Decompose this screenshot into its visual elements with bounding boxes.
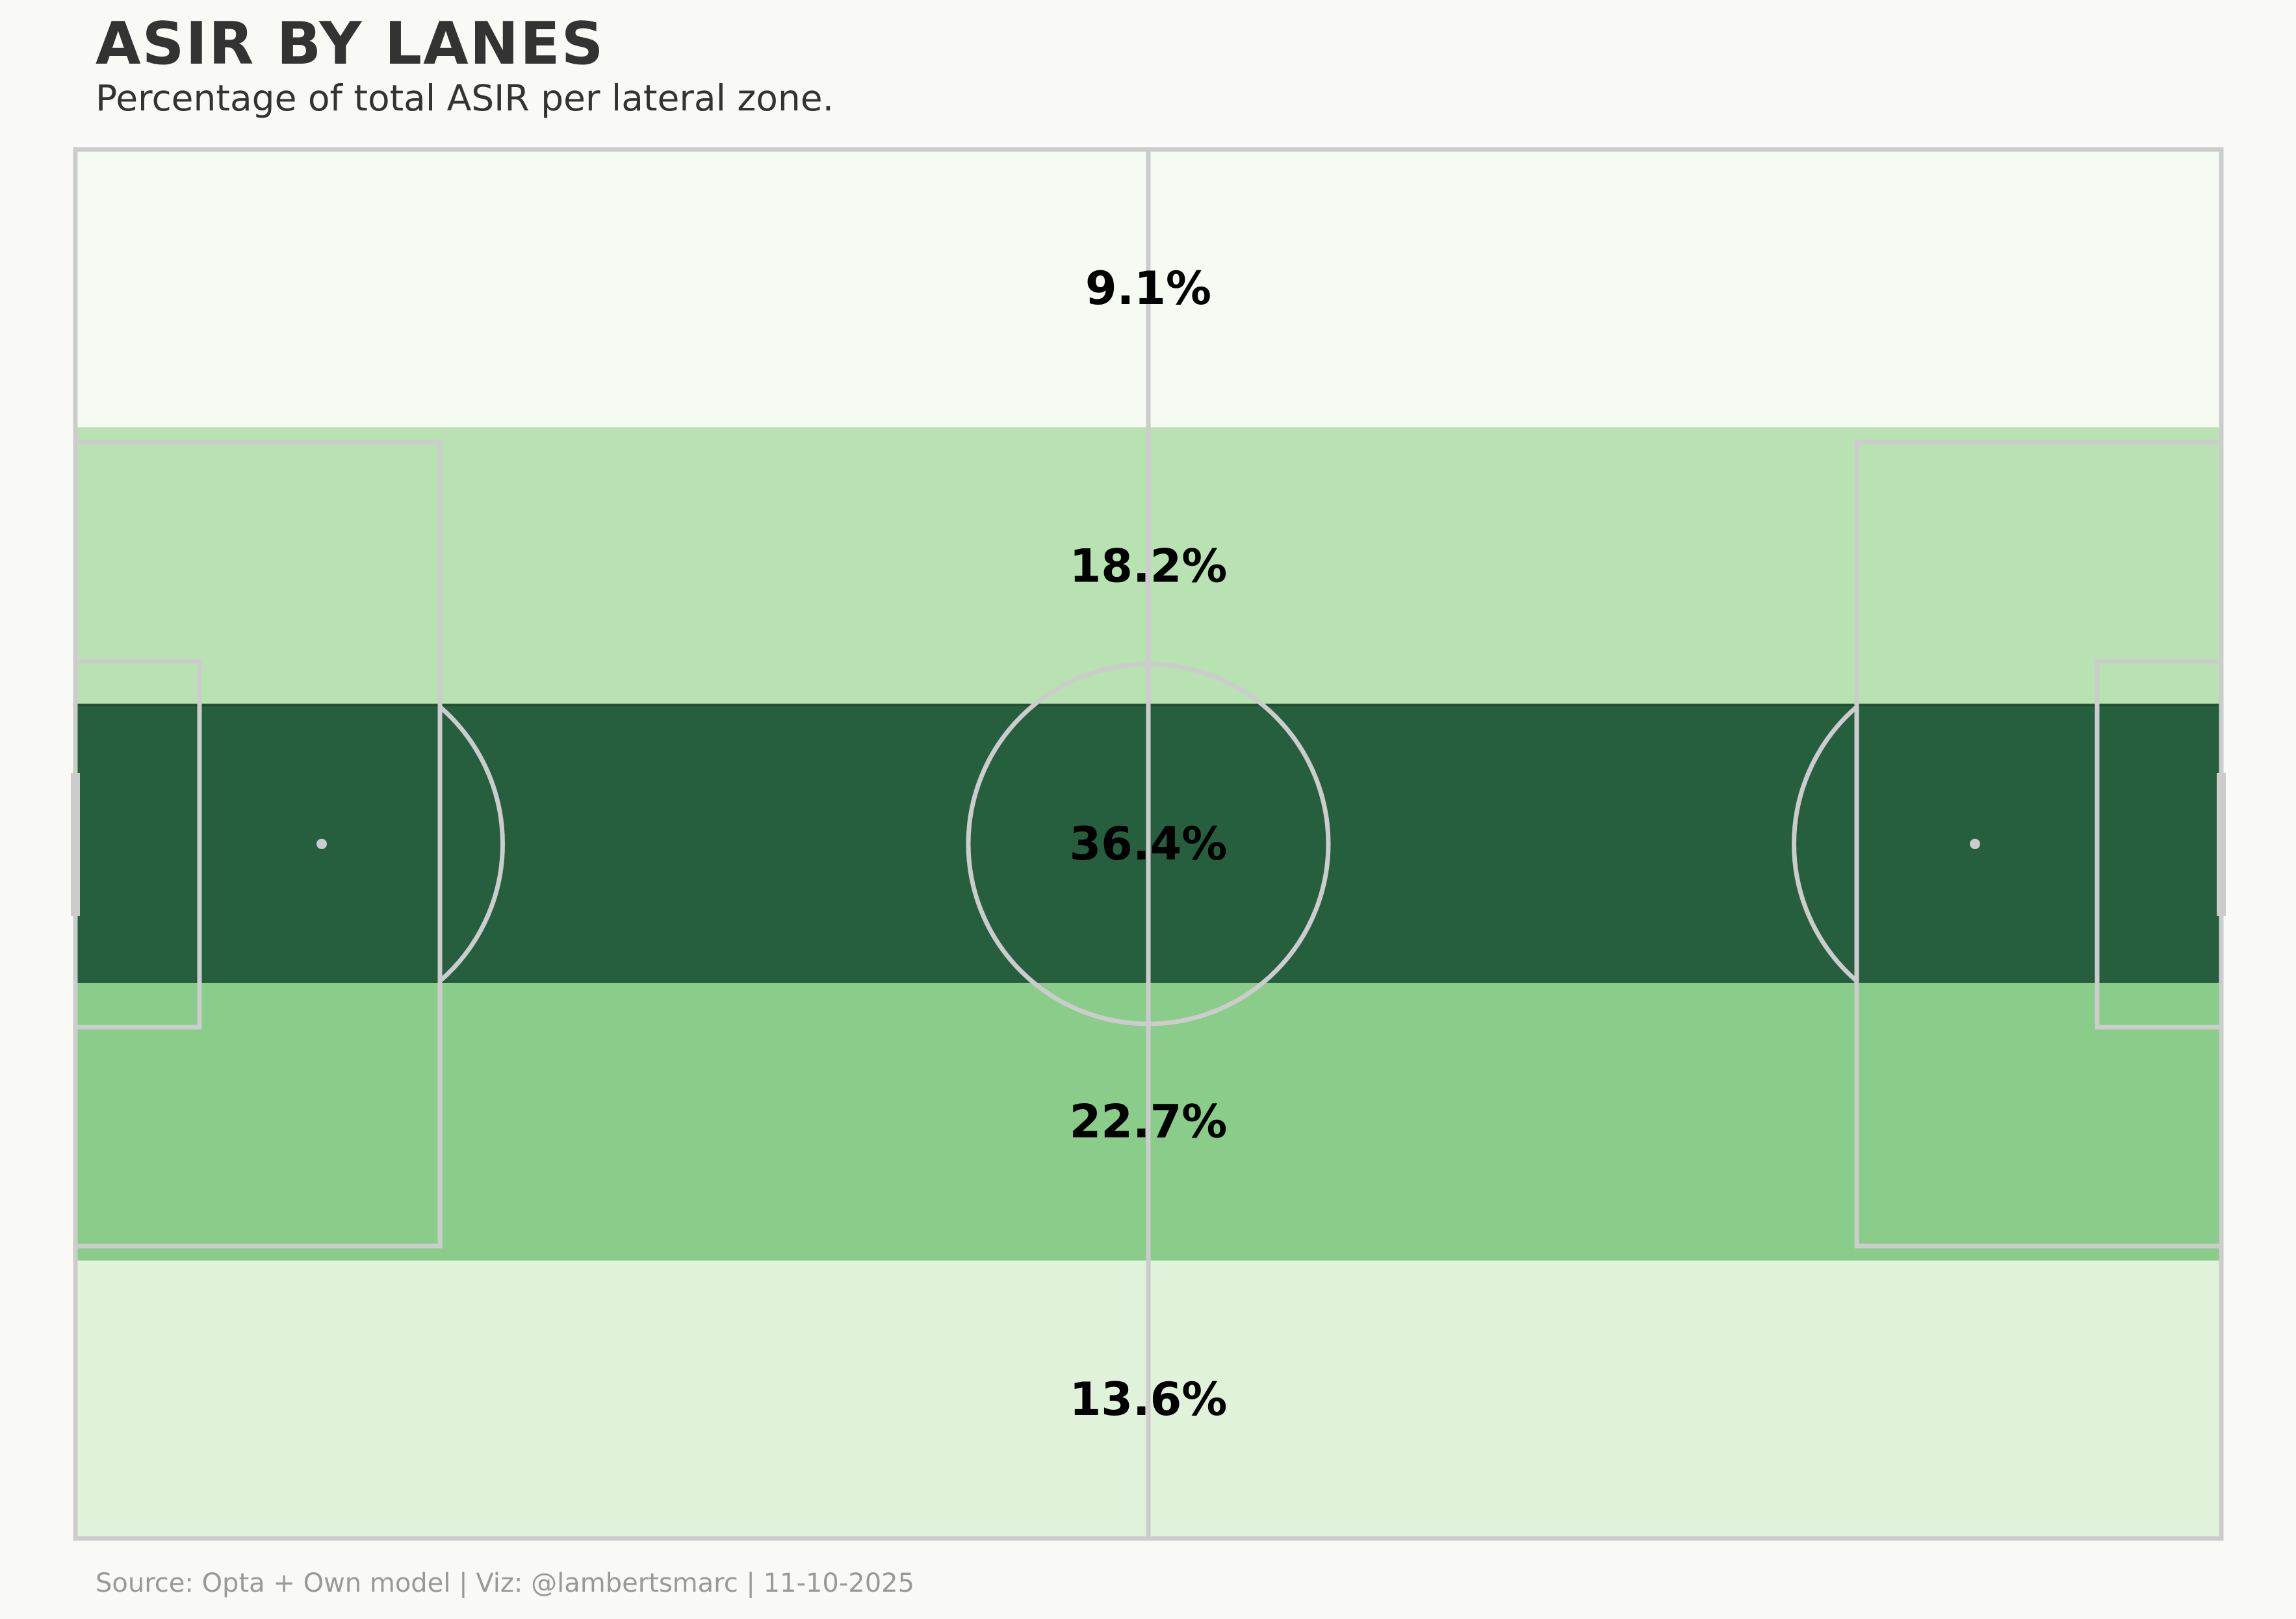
right-penalty-arc (1792, 705, 1859, 983)
left-penalty-arc (438, 705, 505, 983)
centre-circle (966, 661, 1331, 1026)
lane-labels: 9.1% 18.2% 36.4% 22.7% 13.6% (1070, 262, 1228, 1426)
lane-5-label: 13.6% (1070, 1373, 1228, 1426)
pitch-markings (71, 147, 2226, 1541)
penalty-spots (316, 839, 1980, 849)
chart-subtitle: Percentage of total ASIR per lateral zon… (96, 77, 834, 119)
lane-2-label: 18.2% (1070, 539, 1228, 593)
lane-3-label: 36.4% (1070, 817, 1228, 871)
left-penalty-spot (316, 839, 327, 849)
right-penalty-spot (1970, 839, 1980, 849)
source-note: Source: Opta + Own model | Viz: @lambert… (96, 1568, 915, 1598)
lane-4-label: 22.7% (1070, 1095, 1228, 1149)
lane-1-label: 9.1% (1085, 262, 1211, 315)
chart-title: ASIR BY LANES (96, 10, 605, 78)
